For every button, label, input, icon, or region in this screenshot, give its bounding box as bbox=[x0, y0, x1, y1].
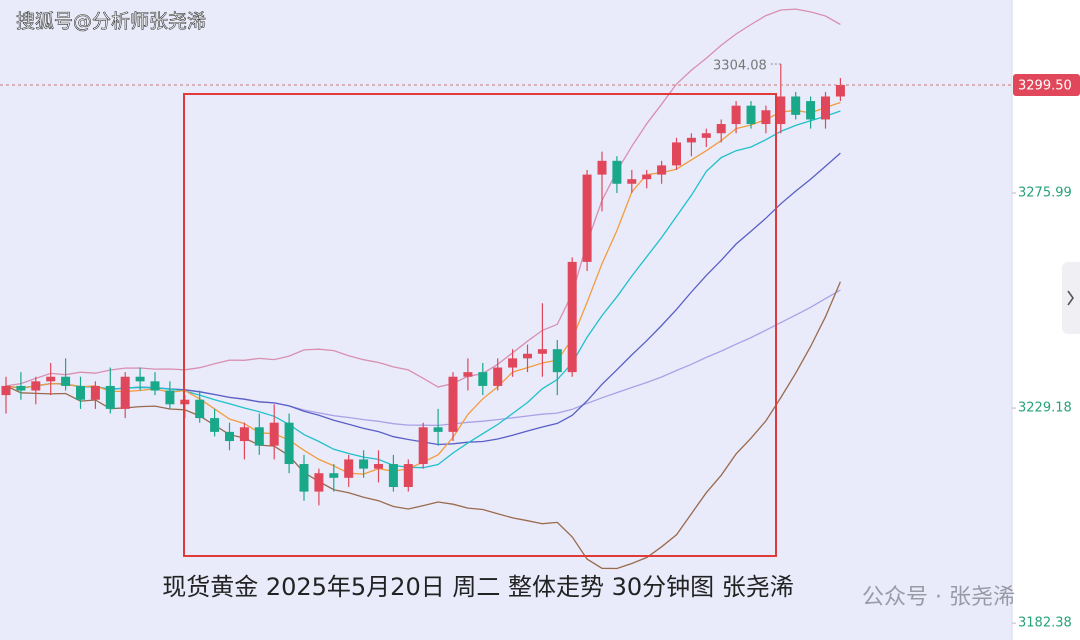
candle-body bbox=[165, 390, 175, 405]
caption: 现货黄金 2025年5月20日 周二 整体走势 30分钟图 张尧浠 bbox=[162, 573, 794, 601]
candle-body bbox=[314, 473, 324, 492]
indicator-line bbox=[5, 289, 841, 427]
candle-body bbox=[269, 422, 279, 446]
chevron-icon bbox=[1067, 290, 1074, 306]
indicator-line bbox=[5, 110, 841, 469]
candle-body bbox=[448, 376, 458, 432]
candle-body bbox=[16, 385, 26, 391]
candle-body bbox=[90, 385, 100, 400]
candle-body bbox=[716, 124, 726, 134]
candle-body bbox=[46, 376, 56, 382]
candle-body bbox=[523, 353, 532, 359]
candle-body bbox=[120, 376, 130, 409]
candle-body bbox=[508, 358, 518, 368]
candle-body bbox=[478, 372, 488, 386]
y-tick-label: 3229.18 bbox=[1018, 401, 1072, 416]
candle-body bbox=[686, 137, 696, 143]
candle-body bbox=[135, 376, 145, 382]
source-mark: 公众号 · 张尧浠 bbox=[862, 585, 1015, 610]
candle-body bbox=[657, 165, 667, 175]
candle-body bbox=[612, 160, 622, 184]
plot bbox=[1, 8, 845, 570]
candle-body bbox=[835, 84, 845, 97]
candle-body bbox=[284, 422, 294, 465]
candle-body bbox=[433, 427, 443, 432]
candle-body bbox=[225, 431, 234, 442]
y-tick-label: 3182.38 bbox=[1018, 616, 1072, 631]
highlight-box bbox=[183, 93, 777, 557]
last-price-box bbox=[1013, 73, 1080, 96]
candle-body bbox=[150, 381, 160, 391]
candle-body bbox=[791, 96, 801, 115]
candle-body bbox=[731, 105, 741, 125]
candle-body bbox=[61, 376, 71, 386]
candle-body bbox=[776, 96, 786, 125]
candle-body bbox=[403, 464, 413, 488]
candle-body bbox=[344, 459, 354, 478]
candle-body bbox=[76, 385, 85, 400]
candle-body bbox=[567, 261, 577, 373]
candle-body bbox=[463, 372, 473, 377]
candle-body bbox=[105, 385, 115, 409]
candle-body bbox=[701, 133, 711, 138]
indicator-line bbox=[5, 152, 841, 446]
candle-body bbox=[582, 174, 592, 262]
y-tick-label: 3275.99 bbox=[1018, 186, 1072, 201]
candle-body bbox=[239, 427, 249, 442]
candle-body bbox=[254, 427, 264, 446]
candle-body bbox=[359, 459, 369, 469]
candle-body bbox=[31, 381, 41, 391]
candle-body bbox=[672, 142, 681, 166]
watermark: 搜狐号@分析师张尧浠 bbox=[16, 11, 206, 33]
side-toggle[interactable] bbox=[1062, 262, 1080, 334]
candle-body bbox=[1, 385, 11, 396]
candle-body bbox=[329, 473, 339, 478]
candle-body bbox=[537, 349, 547, 354]
candle-body bbox=[418, 427, 428, 465]
candle-body bbox=[299, 464, 309, 492]
max-label: 3304.08 bbox=[713, 58, 767, 73]
candle-body bbox=[761, 110, 771, 125]
candle-body bbox=[374, 464, 383, 469]
indicator-line bbox=[5, 8, 841, 388]
candle-body bbox=[388, 464, 398, 488]
indicator-line bbox=[5, 281, 841, 570]
last-price-label: 3299.50 bbox=[1018, 78, 1072, 93]
candle-body bbox=[552, 349, 562, 373]
candle-body bbox=[493, 367, 503, 386]
candle-body bbox=[642, 174, 652, 180]
candle-body bbox=[806, 101, 816, 120]
candle-body bbox=[195, 399, 205, 419]
candle-body bbox=[597, 160, 607, 175]
candle-body bbox=[821, 96, 830, 120]
candle-body bbox=[627, 179, 637, 184]
indicator-line bbox=[5, 101, 841, 475]
candle-body bbox=[210, 418, 220, 432]
candle-body bbox=[746, 105, 756, 125]
